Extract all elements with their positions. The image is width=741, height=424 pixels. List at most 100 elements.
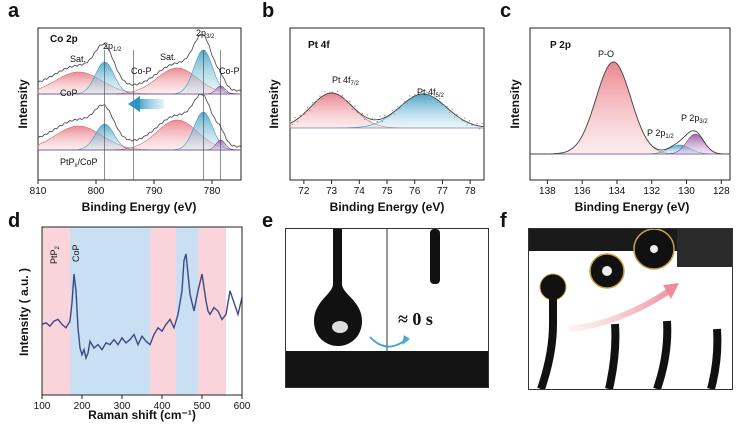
- raw-point-b: [396, 105, 398, 108]
- raw-point-b: [366, 114, 368, 116]
- panel-label-c: c: [500, 0, 512, 22]
- envelope-c: [530, 61, 730, 155]
- chart-title-c: P 2p: [550, 40, 571, 51]
- peak-label-2p12: 2p1/2: [103, 41, 122, 53]
- chart-title-b: Pt 4f: [308, 40, 330, 51]
- raw-point-b: [301, 114, 304, 116]
- d-xtick-label-0: 100: [34, 401, 51, 412]
- raw-point-b: [376, 121, 378, 123]
- raw-point-b: [339, 97, 341, 100]
- raw-point-b: [461, 120, 463, 122]
- raw-point-b: [311, 101, 314, 104]
- b-xtick-label-2: 74: [354, 186, 366, 197]
- raw-point-b: [409, 95, 411, 97]
- raw-point-b: [326, 95, 329, 97]
- plot-frame-a: [37, 27, 242, 181]
- raw-point-b: [374, 118, 376, 120]
- raw-point-b: [431, 96, 433, 98]
- raw-point-b: [289, 121, 291, 123]
- chart-a: 810 800 790 780 Co 2p CoP PtPx/CoP Sat. 2p1…: [0, 0, 250, 215]
- chart-d: 100 200 300 400 500 600 PtP2 CoP Raman shift …: [0, 212, 251, 424]
- raw-point-b: [371, 117, 373, 120]
- c-xtick-label-4: 130: [678, 186, 695, 197]
- raw-point-b: [321, 98, 324, 100]
- raw-point-b: [473, 124, 476, 127]
- d-xtick-label-3: 400: [154, 401, 171, 412]
- raw-point-b: [389, 115, 391, 117]
- c-xtick-label-0: 138: [539, 186, 556, 197]
- raw-point-b: [481, 122, 483, 125]
- band-label-ptp2: PtP2: [49, 245, 61, 264]
- transfer-arrow-head: [402, 335, 410, 345]
- x-axis-label-d: Raman shift (cm⁻¹): [88, 408, 196, 422]
- raw-point-b: [294, 116, 296, 119]
- plot-frame-c: [529, 27, 731, 181]
- d-xtick-label-5: 600: [234, 401, 251, 412]
- raw-point-b: [296, 120, 299, 123]
- band-d-3: [176, 227, 198, 395]
- raw-point-b: [394, 113, 396, 115]
- peak-label-pt4f72: Pt 4f7/2: [332, 75, 360, 87]
- progress-arrow-f-head: [663, 283, 679, 299]
- raw-point-b: [439, 97, 441, 100]
- chart-c: 138 136 134 132 130 128 P 2p P-O P 2p1/2 P 2p…: [495, 0, 741, 215]
- panel-label-d: d: [8, 210, 21, 232]
- raw-point-b: [429, 95, 431, 97]
- panel-label-e: e: [262, 210, 274, 232]
- time-annotation: ≈ 0 s: [398, 309, 433, 329]
- peak-label-sat-2: Sat.: [160, 52, 176, 62]
- progress-arrow-f: [568, 288, 671, 332]
- inset-f: [677, 229, 732, 267]
- bubble-f-1: [539, 273, 567, 301]
- d-xtick-label-4: 500: [194, 401, 211, 412]
- needle-f-3: [653, 320, 672, 389]
- raw-point-b: [299, 114, 301, 117]
- bubble-highlight: [332, 321, 348, 333]
- y-axis-label-a: Intensity: [16, 79, 30, 129]
- panel-label-a: a: [8, 0, 20, 22]
- raw-point-b: [434, 95, 436, 97]
- peak-label-p2p32: P 2p3/2: [681, 113, 708, 125]
- d-xtick-label-1: 200: [74, 401, 91, 412]
- raw-point-b: [391, 110, 393, 112]
- needle-f-1: [537, 299, 557, 389]
- raw-point-b: [451, 108, 453, 110]
- raw-point-b: [458, 117, 461, 119]
- raw-point-b: [334, 94, 336, 97]
- a-xtick-label-0: 810: [30, 186, 47, 197]
- raw-point-b: [384, 114, 386, 117]
- raw-point-b: [304, 113, 306, 115]
- raw-point-b: [349, 100, 351, 103]
- raw-point-b: [364, 118, 366, 121]
- c-xtick-label-1: 136: [574, 186, 591, 197]
- peak-label-p2p12: P 2p1/2: [647, 128, 674, 140]
- b-xtick-label-5: 77: [437, 186, 449, 197]
- b-xtick-label-0: 72: [298, 186, 310, 197]
- c-xtick-label-3: 132: [643, 186, 660, 197]
- raw-point-b: [401, 104, 403, 106]
- d-xtick-label-2: 300: [114, 401, 131, 412]
- raw-point-b: [291, 123, 294, 126]
- bubble-left: [314, 284, 362, 346]
- b-xtick-label-4: 76: [409, 186, 421, 197]
- raw-point-b: [336, 90, 339, 93]
- raw-point-b: [463, 117, 466, 119]
- band-d-1: [70, 227, 150, 395]
- chart-title-a: Co 2p: [50, 34, 78, 45]
- shift-arrow: [138, 99, 164, 109]
- raw-point-b: [426, 91, 428, 94]
- raw-point-b: [416, 94, 418, 96]
- raw-point-b: [453, 116, 456, 118]
- raw-point-b: [306, 106, 309, 109]
- chart-b: 72 73 74 75 76 77 78 Pt 4f Pt 4f7/2 Pt 4f5/2 B…: [250, 0, 495, 215]
- peak-label-pt4f52: Pt 4f5/2: [417, 87, 445, 99]
- band-d-0: [42, 227, 70, 395]
- raw-point-b: [379, 115, 381, 118]
- raw-point-b: [411, 99, 413, 101]
- needle-left: [333, 229, 342, 289]
- b-xtick-label-1: 73: [326, 186, 338, 197]
- peak-c-2: [530, 133, 730, 155]
- photo-e: ≈ 0 s: [285, 228, 489, 388]
- raw-point-b: [456, 113, 458, 116]
- raman-series: [41, 253, 243, 361]
